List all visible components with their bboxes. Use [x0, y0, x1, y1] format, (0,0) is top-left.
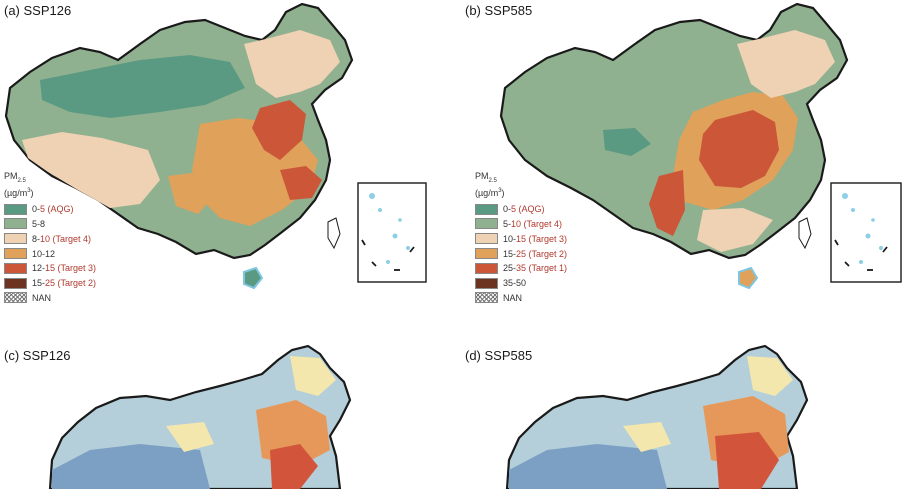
legend-item: 8-10 (Target 4): [4, 231, 96, 246]
legend-swatch: [4, 203, 27, 215]
legend-label: 35-50: [503, 278, 527, 289]
legend-item: 10-15 (Target 3): [475, 231, 567, 246]
china-map-ssp126: [4, 2, 427, 290]
legend-pm25: PM2.5 (µg/m3) 0-5 (AQG) 5-8 8-10 (Target 4…: [4, 171, 96, 305]
legend-item: 12-15 (Target 3): [4, 261, 96, 276]
legend-title: PM2.5 (µg/m3): [4, 171, 34, 198]
legend-swatch: [4, 218, 27, 230]
region-target4-west: [22, 132, 160, 208]
region-east-red: [280, 166, 322, 200]
inset-islands: [842, 193, 883, 264]
legend-swatch: [4, 292, 27, 304]
legend-item: NAN: [475, 291, 567, 306]
legend-swatch: [475, 248, 498, 260]
region-cream-north: [290, 356, 336, 396]
legend-item: 15-25 (Target 2): [475, 246, 567, 261]
panel-d: (d) SSP585: [453, 340, 907, 489]
south-china-sea-inset: [830, 182, 902, 283]
region-north-red: [252, 100, 306, 160]
legend-item: 10-12: [4, 246, 96, 261]
hainan-island: [243, 266, 264, 290]
region-target1-core: [699, 110, 779, 188]
panel-title: (c) SSP126: [4, 348, 71, 363]
china-map-change-ssp126: [48, 344, 352, 489]
legend-label: 0-5 (AQG): [503, 204, 545, 215]
region-red-core: [270, 444, 318, 489]
legend-item: 15-25 (Target 2): [4, 276, 96, 291]
region-cream-central: [623, 422, 671, 452]
legend-label: 0-5 (AQG): [32, 204, 74, 215]
legend-label: NAN: [503, 292, 523, 303]
region-target4-east: [244, 30, 340, 98]
panel-a: (a) SSP126 PM2.5 (µg/m3) 0-5 (AQG) 5-8 8-1…: [0, 0, 453, 340]
south-china-sea-inset: [357, 182, 427, 283]
legend-item: 25-35 (Target 1): [475, 261, 567, 276]
region-aqg: [603, 128, 651, 156]
region-south-light: [697, 208, 773, 252]
legend-item: NAN: [4, 291, 96, 306]
legend-label: NAN: [32, 292, 52, 303]
legend-swatch: [4, 277, 27, 289]
region-target4-north: [737, 30, 835, 98]
legend-swatch: [475, 292, 498, 304]
legend-swatch: [4, 262, 27, 274]
region-blue-west: [52, 444, 210, 489]
legend-title: PM2.5 (µg/m3): [475, 171, 505, 198]
legend-label: 25-35 (Target 1): [503, 263, 568, 274]
legend-label: 10-12: [32, 248, 56, 259]
china-map-change-ssp585: [505, 344, 809, 489]
region-red-core: [715, 432, 779, 489]
legend-item: 35-50: [475, 276, 567, 291]
hainan-island: [738, 266, 759, 290]
legend-label: 5-8: [32, 218, 46, 229]
panel-title: (d) SSP585: [465, 348, 533, 363]
legend-label: 5-10 (Target 4): [503, 218, 563, 229]
region-cream-north: [747, 356, 793, 396]
china-map-ssp585: [499, 2, 902, 290]
legend-pm25: PM2.5 (µg/m3) 0-5 (AQG) 5-10 (Target 4) 10…: [475, 171, 567, 305]
region-target3-west: [649, 170, 685, 236]
inset-islands: [369, 193, 410, 264]
legend-label: 12-15 (Target 3): [32, 263, 97, 274]
legend-swatch: [4, 233, 27, 245]
legend-item: 5-8: [4, 217, 96, 232]
region-southwest-orange: [168, 172, 214, 214]
legend-item: 5-10 (Target 4): [475, 217, 567, 232]
legend-item: 0-5 (AQG): [475, 202, 567, 217]
legend-swatch: [475, 262, 498, 274]
legend-label: 15-25 (Target 2): [32, 278, 97, 289]
legend-label: 15-25 (Target 2): [503, 248, 568, 259]
panel-b: (b) SSP585 PM2.5 (µg/m3) 0-5 (AQG) 5-10 (…: [453, 0, 907, 340]
legend-label: 10-15 (Target 3): [503, 233, 568, 244]
legend-label: 8-10 (Target 4): [32, 233, 92, 244]
region-cream-central: [166, 422, 214, 452]
region-aqg: [40, 55, 245, 118]
taiwan-hatched: [798, 217, 812, 250]
legend-swatch: [475, 277, 498, 289]
nine-dash-line: [834, 239, 888, 271]
legend-swatch: [475, 203, 498, 215]
legend-swatch: [4, 248, 27, 260]
legend-swatch: [475, 218, 498, 230]
panel-title: (a) SSP126: [4, 3, 72, 18]
legend-swatch: [475, 233, 498, 245]
region-blue-west: [509, 444, 667, 489]
taiwan-hatched: [327, 217, 341, 250]
legend-item: 0-5 (AQG): [4, 202, 96, 217]
panel-c: (c) SSP126: [0, 340, 453, 489]
panel-title: (b) SSP585: [465, 3, 533, 18]
nine-dash-line: [361, 239, 415, 271]
